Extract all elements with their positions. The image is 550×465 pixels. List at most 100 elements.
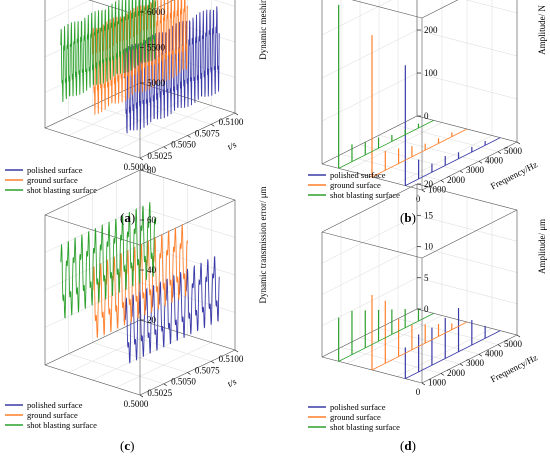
z-tick-label: 15 (424, 210, 434, 220)
x-tick (163, 383, 167, 386)
x-tick (459, 170, 464, 174)
series-line-polished (123, 6, 220, 134)
x-tick-label: 0.5100 (219, 117, 244, 127)
z-tick-label: 6000 (147, 7, 166, 17)
x-tick (187, 372, 191, 375)
series-baseline-ground (371, 128, 468, 178)
gridline-back-h (321, 0, 392, 36)
legend-label-ground: ground surface (27, 175, 78, 185)
x-tick (211, 361, 215, 364)
series-line-shot (60, 202, 157, 319)
legend-label-polished: polished surface (27, 400, 83, 410)
x-tick-label: 3000 (466, 358, 485, 368)
gridline-back-h (44, 0, 91, 22)
x-tick-label: 0.5000 (124, 162, 149, 172)
x-tick-label: 0.5050 (171, 377, 196, 387)
x-tick (139, 394, 144, 398)
box-edge (139, 199, 236, 246)
gridline-back-h (321, 246, 418, 295)
box-edge (421, 209, 518, 259)
z-axis-label: Amplitude/ μm (537, 219, 547, 274)
x-tick-label: 2000 (447, 175, 466, 185)
x-tick-label: 5000 (504, 146, 523, 156)
x-tick-label: 0.5075 (195, 365, 220, 375)
x-tick-label: 0 (416, 194, 421, 204)
gridline-floor (396, 135, 493, 184)
legend-label-polished: polished surface (27, 165, 83, 175)
x-tick (497, 344, 502, 347)
gridline-back-h (321, 29, 418, 79)
x-tick-label: 0.5025 (147, 151, 172, 161)
x-tick (234, 112, 239, 116)
x-tick (459, 363, 464, 367)
box-edge (139, 0, 175, 17)
gridline-floor (116, 342, 212, 388)
box-edge (44, 127, 141, 159)
series-baseline-polished (405, 330, 501, 380)
z-tick-label: 100 (424, 68, 438, 78)
box-edge (44, 214, 141, 246)
x-tick (516, 141, 521, 145)
x-tick (478, 160, 483, 164)
z-tick-label: 0 (424, 304, 429, 314)
x-tick-label: 1000 (428, 377, 447, 387)
x-tick (440, 180, 445, 183)
x-tick (440, 373, 445, 376)
box-edge (421, 0, 459, 19)
box-edge (351, 0, 423, 19)
series-baseline-ground (371, 321, 468, 371)
z-axis-label: Dynamic transmission error/ μm (258, 186, 268, 303)
x-tick (421, 189, 426, 193)
z-tick-label: 20 (147, 315, 157, 325)
x-tick-label: 0.5100 (219, 354, 244, 364)
box-edge (139, 319, 236, 351)
z-tick-label: 0 (424, 111, 429, 121)
box-edge (421, 141, 518, 191)
legend-label-shot: shot blasting surface (330, 190, 400, 200)
chart-panel-b: 010002000300040005000Frequency/Hz0100200… (308, 0, 547, 204)
x-tick-label: 4000 (485, 156, 504, 166)
legend-label-shot: shot blasting surface (27, 420, 97, 430)
series-baseline-shot (338, 119, 434, 169)
gridline-floor (346, 315, 443, 364)
panel-label-c: (c) (120, 438, 135, 453)
box-edge (44, 319, 141, 366)
x-tick (139, 157, 144, 161)
gridline-back-h (321, 215, 418, 264)
x-tick-label: 0.5000 (124, 399, 149, 409)
box-edge (416, 183, 518, 211)
gridline-side-h (213, 0, 236, 7)
x-tick (163, 146, 167, 149)
z-tick-label: 80 (147, 165, 157, 175)
gridline-floor (116, 105, 212, 151)
z-axis-label: Amplitude/ N (537, 5, 547, 55)
x-tick (421, 382, 426, 386)
legend-label-ground: ground surface (330, 180, 381, 190)
z-tick-label: 20 (424, 179, 434, 189)
box-edge (88, 0, 141, 17)
box-edge (321, 115, 418, 165)
x-tick (234, 349, 239, 353)
box-edge (421, 334, 518, 384)
box-edge (139, 169, 236, 201)
x-tick-label: 0.5025 (147, 388, 172, 398)
series-baseline-polished (405, 137, 501, 187)
z-tick-label: 5 (424, 273, 429, 283)
series-baseline-shot (338, 312, 434, 362)
gridline-floor (396, 328, 493, 377)
legend-label-shot: shot blasting surface (330, 422, 400, 432)
x-tick-label: 5000 (504, 339, 523, 349)
legend-label-shot: shot blasting surface (27, 185, 97, 195)
panel-label-a: (a) (120, 210, 136, 225)
x-tick (211, 124, 215, 127)
box-edge (44, 169, 141, 216)
x-tick (497, 151, 502, 154)
z-tick-label: 5000 (147, 78, 166, 88)
legend-label-polished: polished surface (330, 170, 386, 180)
z-tick-label: 40 (147, 265, 157, 275)
z-tick-label: 5500 (147, 43, 166, 53)
x-tick (478, 353, 483, 357)
